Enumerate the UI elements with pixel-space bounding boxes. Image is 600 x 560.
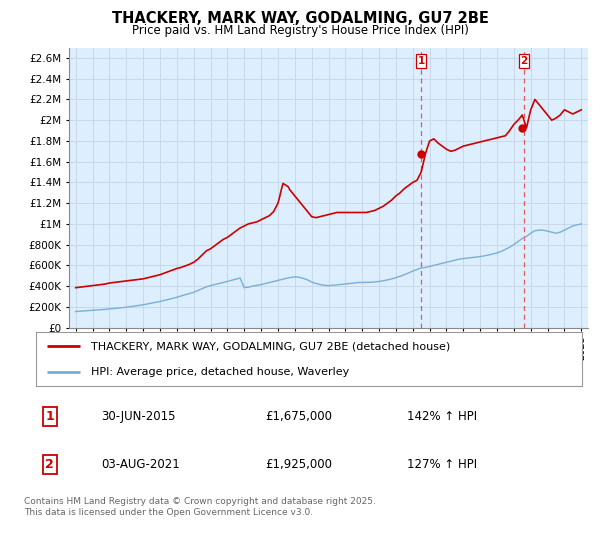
- Text: 2: 2: [45, 458, 54, 471]
- Text: Contains HM Land Registry data © Crown copyright and database right 2025.
This d: Contains HM Land Registry data © Crown c…: [24, 497, 376, 517]
- Text: 142% ↑ HPI: 142% ↑ HPI: [407, 410, 478, 423]
- Text: THACKERY, MARK WAY, GODALMING, GU7 2BE (detached house): THACKERY, MARK WAY, GODALMING, GU7 2BE (…: [91, 342, 450, 351]
- Text: Price paid vs. HM Land Registry's House Price Index (HPI): Price paid vs. HM Land Registry's House …: [131, 24, 469, 36]
- Text: £1,675,000: £1,675,000: [265, 410, 332, 423]
- Text: HPI: Average price, detached house, Waverley: HPI: Average price, detached house, Wave…: [91, 367, 349, 376]
- Text: 03-AUG-2021: 03-AUG-2021: [101, 458, 180, 471]
- Text: 2: 2: [520, 56, 527, 66]
- Text: THACKERY, MARK WAY, GODALMING, GU7 2BE: THACKERY, MARK WAY, GODALMING, GU7 2BE: [112, 11, 488, 26]
- Text: £1,925,000: £1,925,000: [265, 458, 332, 471]
- Text: 1: 1: [418, 56, 425, 66]
- Text: 1: 1: [45, 410, 54, 423]
- Text: 127% ↑ HPI: 127% ↑ HPI: [407, 458, 478, 471]
- Text: 30-JUN-2015: 30-JUN-2015: [101, 410, 176, 423]
